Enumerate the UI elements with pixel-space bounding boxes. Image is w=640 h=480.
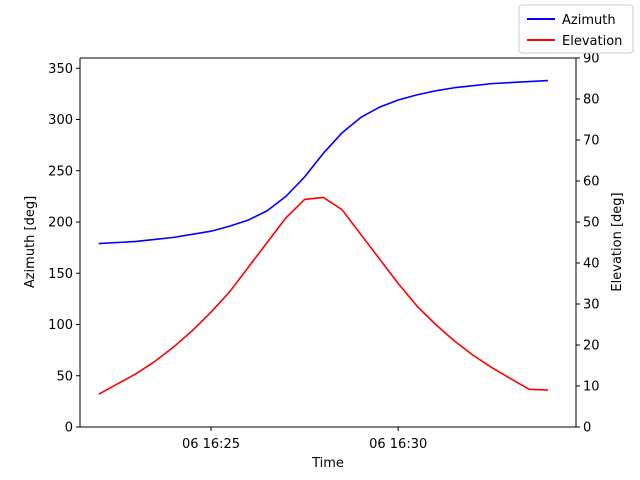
x-axis-label: Time (311, 456, 344, 471)
series-layer (98, 79, 548, 395)
y-left-tick-label: 250 (48, 164, 73, 179)
y-right-ticks: 0 10 20 30 40 50 60 70 80 90 (576, 52, 600, 436)
y-left-tick-label: 300 (48, 113, 73, 128)
y-right-tick-label: 40 (583, 257, 600, 272)
y-left-tick-label: 150 (48, 267, 73, 282)
x-ticks: 06 16:25 06 16:30 (182, 427, 427, 452)
y-left-tick-label: 50 (56, 369, 73, 384)
y-right-tick-label: 30 (583, 298, 600, 313)
y-right-tick-label: 80 (583, 93, 600, 108)
y-left-tick-label: 350 (48, 62, 73, 77)
y-right-tick-label: 60 (583, 175, 600, 190)
y-right-tick-label: 70 (583, 134, 600, 149)
y-left-axis-label: Azimuth [deg] (23, 196, 38, 288)
y-right-tick-label: 90 (583, 52, 600, 67)
y-left-ticks: 0 50 100 150 200 250 300 350 (48, 62, 80, 436)
x-tick-label: 06 16:30 (369, 437, 427, 452)
y-left-tick-label: 0 (65, 421, 73, 436)
y-left-tick-label: 100 (48, 318, 73, 333)
y-left-tick-label: 200 (48, 216, 73, 231)
y-right-tick-label: 0 (583, 421, 591, 436)
y-right-tick-label: 50 (583, 216, 600, 231)
y-right-tick-label: 20 (583, 339, 600, 354)
series-line-elevation (98, 196, 548, 395)
legend-label-azimuth: Azimuth (562, 13, 616, 28)
legend: Azimuth Elevation (518, 4, 634, 54)
legend-label-elevation: Elevation (562, 34, 622, 49)
y-right-tick-label: 10 (583, 380, 600, 395)
x-tick-label: 06 16:25 (182, 437, 240, 452)
series-line-azimuth (98, 79, 548, 245)
plot-area (80, 58, 576, 427)
y-right-axis-label: Elevation [deg] (610, 192, 625, 291)
